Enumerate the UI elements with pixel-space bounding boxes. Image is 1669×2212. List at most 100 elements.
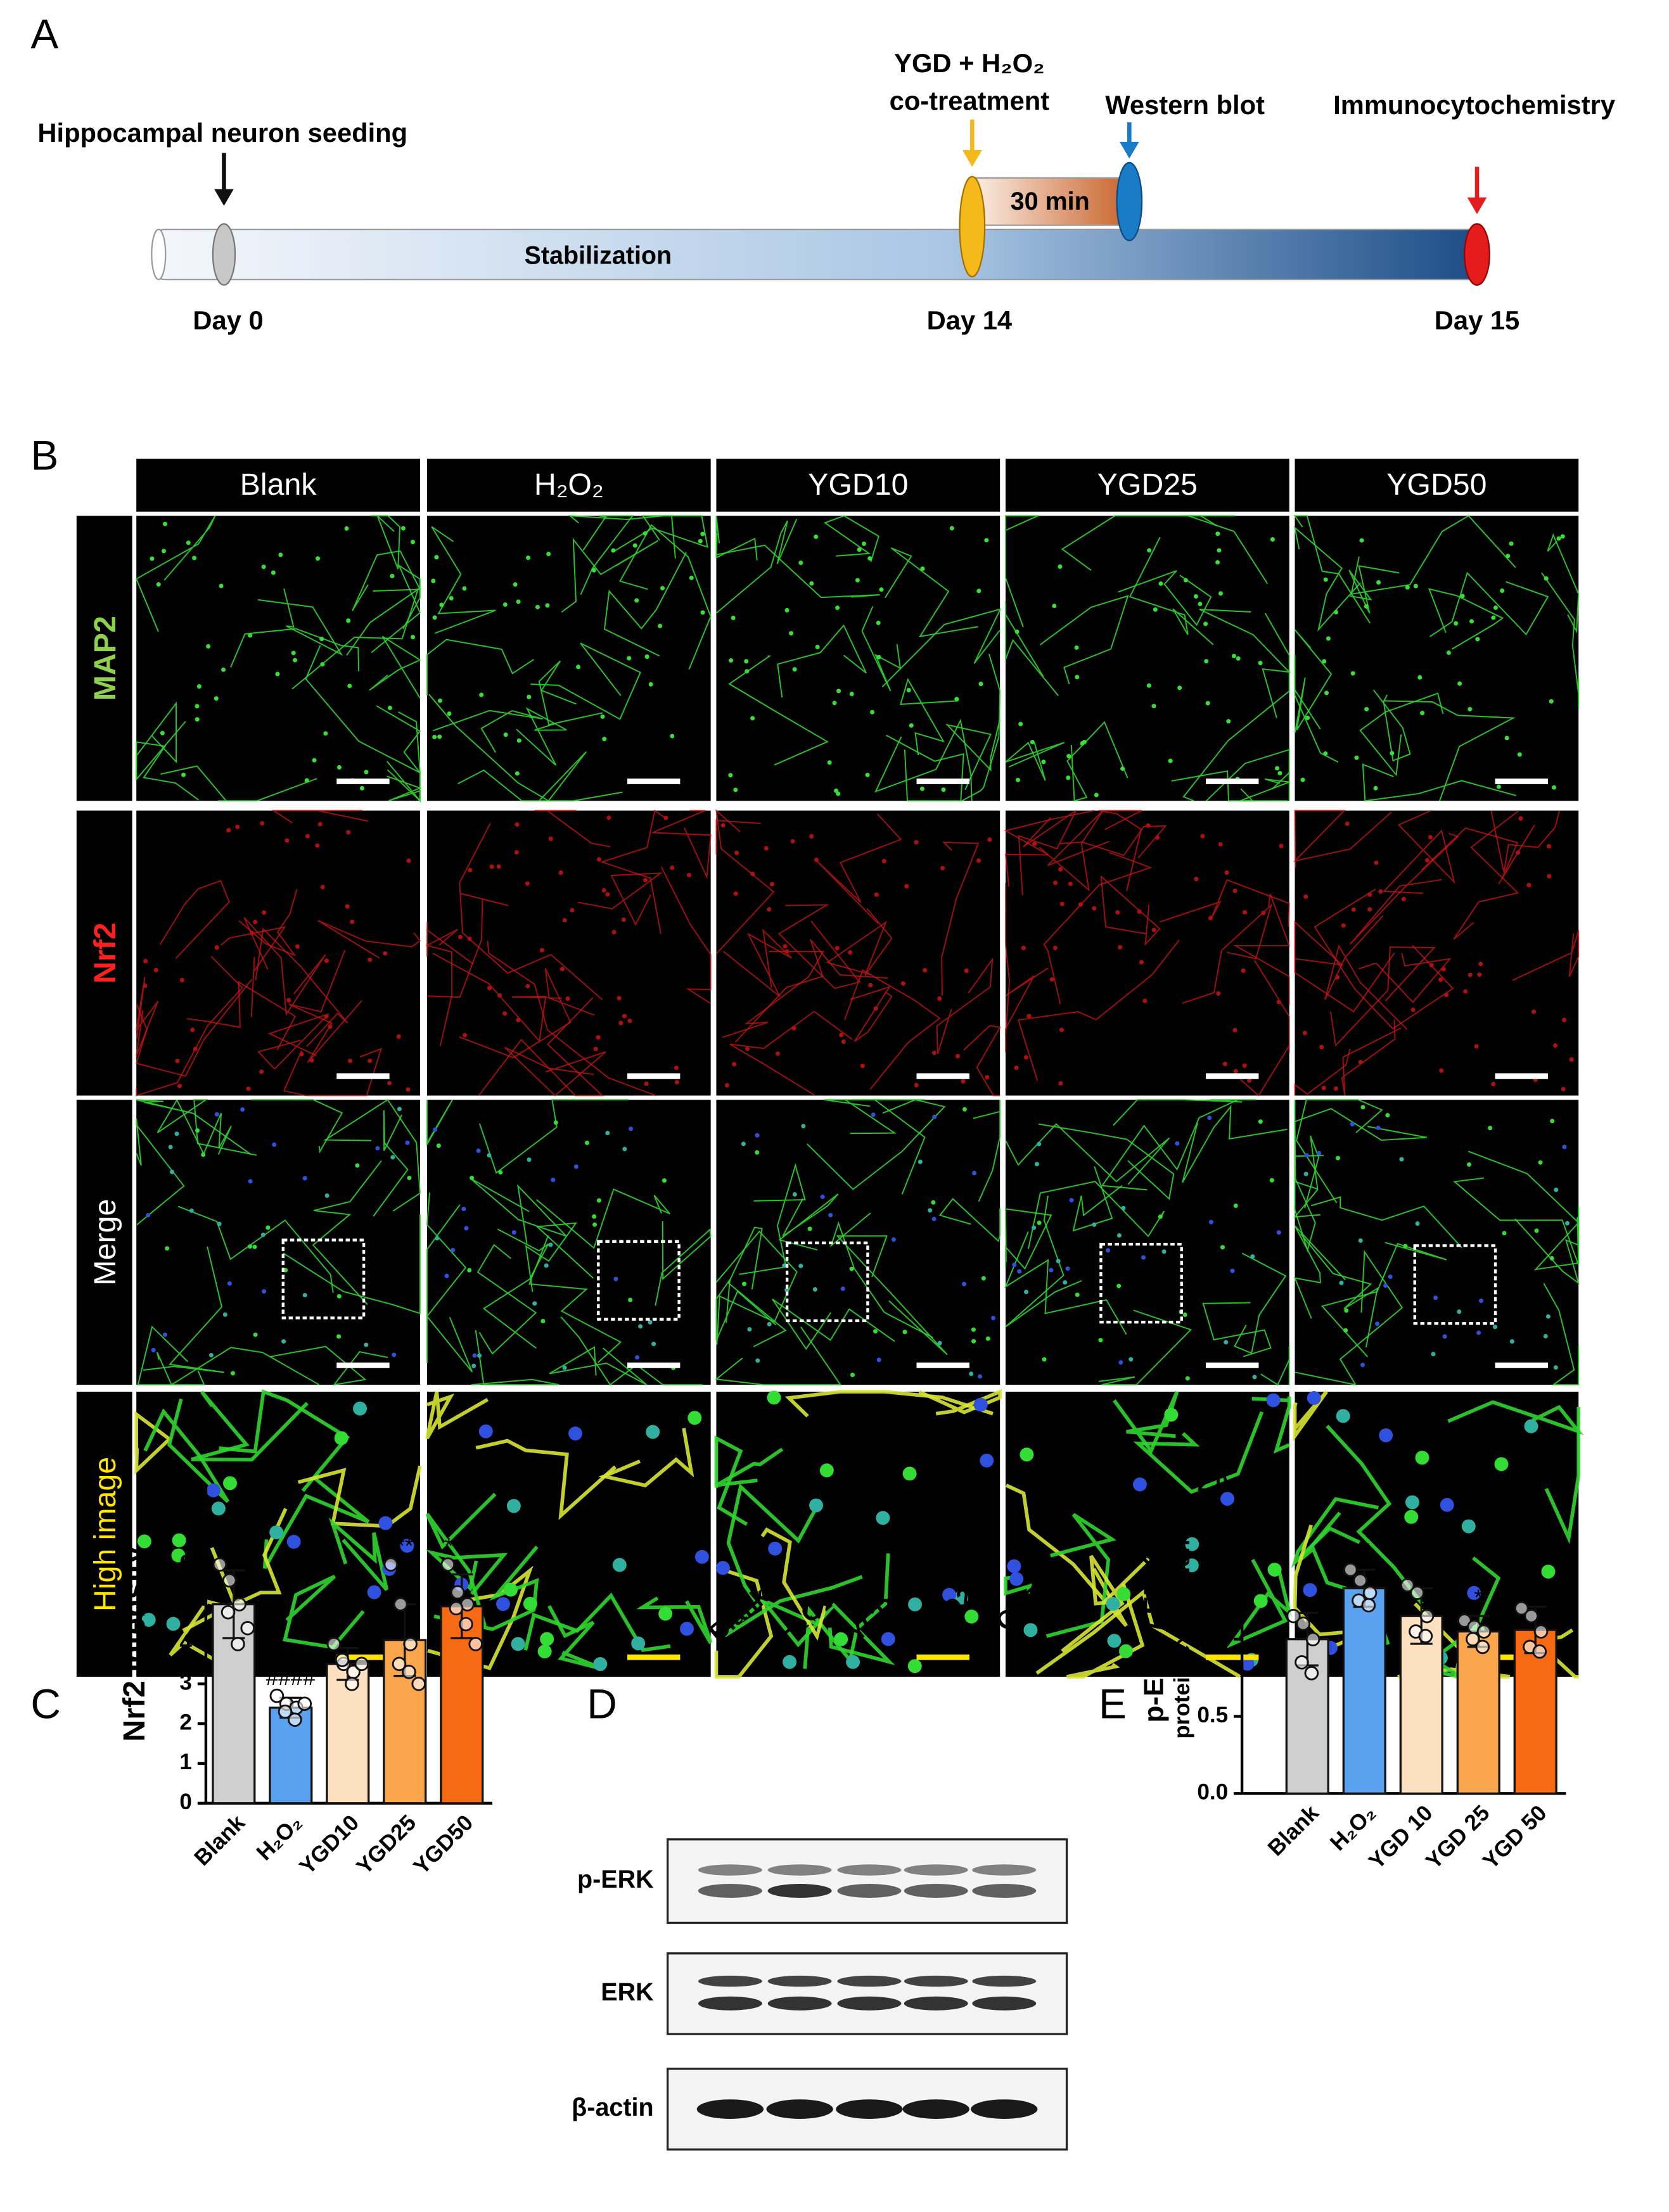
- cell-body: [733, 787, 738, 792]
- neurite: [836, 1235, 948, 1356]
- cell-body: [516, 738, 521, 743]
- cell-body: [1026, 1014, 1032, 1019]
- cell-body: [961, 1079, 966, 1084]
- cell-body: [392, 1352, 397, 1357]
- cell-body: [1428, 835, 1433, 840]
- cell-body: [502, 1011, 508, 1016]
- cell-body: [1518, 816, 1523, 821]
- cell-body: [222, 1312, 227, 1317]
- neurite: [426, 1204, 461, 1364]
- phase-label: Stabilization: [525, 241, 672, 269]
- cell-body: [1554, 1187, 1559, 1192]
- cell-body: [1442, 1334, 1447, 1339]
- neurite: [182, 1508, 288, 1632]
- cell-body: [605, 1131, 610, 1136]
- cell-body: [1132, 1477, 1147, 1492]
- cell-body: [629, 1126, 634, 1131]
- cell-body: [527, 1157, 532, 1162]
- cell-body: [596, 1198, 601, 1203]
- cell-body: [410, 540, 416, 545]
- cell-body: [275, 671, 280, 677]
- neurite: [619, 524, 712, 670]
- cell-body: [150, 556, 155, 561]
- cell-body: [814, 857, 819, 863]
- cell-body: [1468, 972, 1473, 977]
- cell-body: [1488, 1126, 1493, 1131]
- cell-body: [874, 892, 879, 897]
- cell-body: [1564, 1221, 1570, 1226]
- neurite: [1100, 875, 1161, 946]
- cell-body: [1224, 1340, 1229, 1345]
- cell-body: [1231, 654, 1236, 659]
- cell-body: [195, 1128, 200, 1133]
- cell-body: [1344, 1308, 1349, 1313]
- cell-body: [694, 1549, 709, 1564]
- cell-body: [931, 1050, 937, 1055]
- cell-body: [1413, 583, 1418, 588]
- cell-body: [750, 716, 755, 721]
- cell-body: [1146, 823, 1151, 828]
- neurite: [580, 515, 634, 595]
- cell-body: [969, 1371, 974, 1376]
- neurite: [1543, 1283, 1580, 1386]
- cell-body: [304, 778, 309, 783]
- cell-body: [720, 823, 726, 828]
- cell-body: [964, 1610, 979, 1624]
- cell-body: [248, 1179, 253, 1184]
- cell-body: [1336, 1409, 1350, 1423]
- cell-body: [937, 996, 942, 1001]
- cell-body: [1024, 1290, 1029, 1295]
- cell-body: [336, 1294, 342, 1299]
- cell-body: [1080, 741, 1085, 746]
- cell-body: [909, 723, 914, 728]
- cell-body: [1175, 1141, 1180, 1146]
- band: [837, 1996, 902, 2011]
- cell-body: [444, 1273, 449, 1278]
- cell-body: [253, 1332, 258, 1337]
- neurite: [425, 1391, 489, 1440]
- neurite: [1291, 1497, 1379, 1568]
- cell-body: [1433, 1295, 1438, 1300]
- cell-body: [457, 934, 463, 939]
- cell-body: [940, 865, 945, 871]
- cell-body: [502, 602, 508, 607]
- neurite: [1233, 893, 1291, 1005]
- cell-body: [355, 1163, 360, 1168]
- cell-body: [1350, 671, 1355, 676]
- cell-body: [1477, 972, 1482, 977]
- neurite: [523, 1592, 671, 1652]
- data-point: [450, 1585, 465, 1600]
- cell-body: [165, 1246, 170, 1251]
- neurite: [136, 1099, 252, 1155]
- band: [698, 1884, 762, 1898]
- cell-body: [632, 543, 637, 548]
- cell-body: [1324, 690, 1329, 696]
- cell-body: [1321, 1086, 1326, 1091]
- cell-body: [1404, 1510, 1419, 1524]
- neurite: [899, 678, 959, 756]
- neurite: [1035, 1589, 1241, 1679]
- neurite: [850, 986, 893, 1042]
- cell-body: [1468, 707, 1473, 712]
- cell-body: [741, 1141, 746, 1147]
- cell-body: [984, 538, 989, 543]
- cell-body: [1151, 927, 1156, 932]
- cell-body: [792, 1192, 797, 1197]
- significance: ####: [266, 1665, 316, 1690]
- cell-body: [1388, 1274, 1393, 1280]
- cell-body: [848, 950, 853, 955]
- neurite: [177, 1205, 334, 1293]
- neurite: [312, 1160, 382, 1306]
- cell-body: [1158, 581, 1163, 586]
- cell-body: [1367, 892, 1372, 897]
- cell-body: [1118, 1360, 1123, 1365]
- cell-body: [700, 531, 705, 537]
- cell-body: [971, 1338, 976, 1344]
- cell-body: [1185, 1537, 1199, 1551]
- neurite: [1018, 810, 1077, 896]
- neurite: [169, 1547, 246, 1679]
- cell-body: [177, 1084, 182, 1089]
- cell-body: [643, 531, 648, 536]
- cell-body: [1063, 1280, 1068, 1285]
- neurite: [715, 809, 775, 954]
